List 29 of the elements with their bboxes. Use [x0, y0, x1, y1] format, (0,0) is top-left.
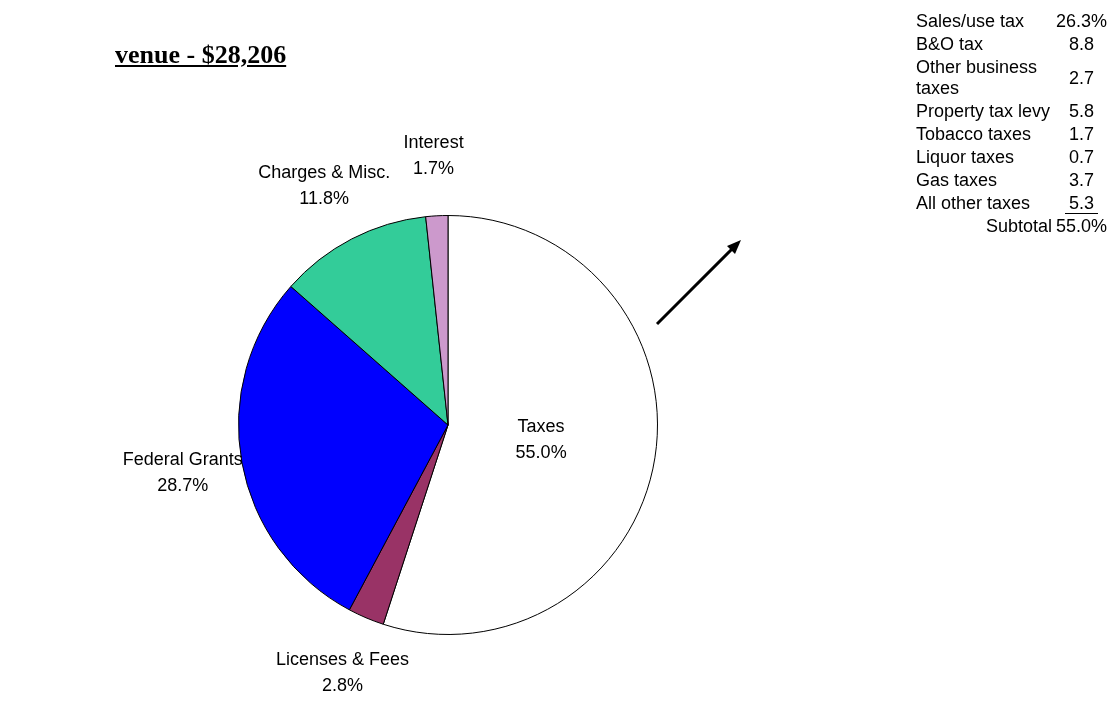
- slice-label: Licenses & Fees: [275, 648, 410, 669]
- text: 26.3%: [1055, 11, 1109, 31]
- data-label: 11.8%: [299, 187, 349, 208]
- text: 3.7: [1068, 170, 1096, 190]
- slice-label: Charges & Misc.: [258, 161, 391, 182]
- text: 5.8: [1068, 101, 1096, 121]
- data-label: 28.7%: [157, 474, 209, 495]
- text: Subtotal: [985, 215, 1053, 238]
- text: All other taxes: [916, 192, 1032, 215]
- text: B&O tax: [916, 33, 985, 56]
- slice-label: Interest: [403, 131, 464, 152]
- data-label: 2.8%: [322, 674, 364, 695]
- slice-label: Federal Grants: [122, 448, 243, 469]
- text: Other business taxes: [916, 56, 1039, 100]
- slice-label: Taxes: [517, 415, 565, 436]
- text: Property tax levy: [916, 100, 1052, 123]
- chart-title: venue - $28,206: [115, 40, 287, 70]
- text: 0.7: [1068, 147, 1096, 167]
- text: 55.0%: [1055, 216, 1109, 236]
- text: Liquor taxes: [916, 146, 1016, 169]
- text: Tobacco taxes: [916, 123, 1033, 146]
- text: Gas taxes: [916, 169, 999, 192]
- data-label: 1.7%: [413, 157, 455, 178]
- text: Sales/use tax: [916, 10, 1026, 33]
- text: 8.8: [1068, 34, 1096, 54]
- data-label: 55.0%: [515, 441, 567, 462]
- text: 1.7: [1068, 124, 1096, 144]
- text: 2.7: [1068, 67, 1096, 88]
- text: 5.3: [1065, 193, 1099, 214]
